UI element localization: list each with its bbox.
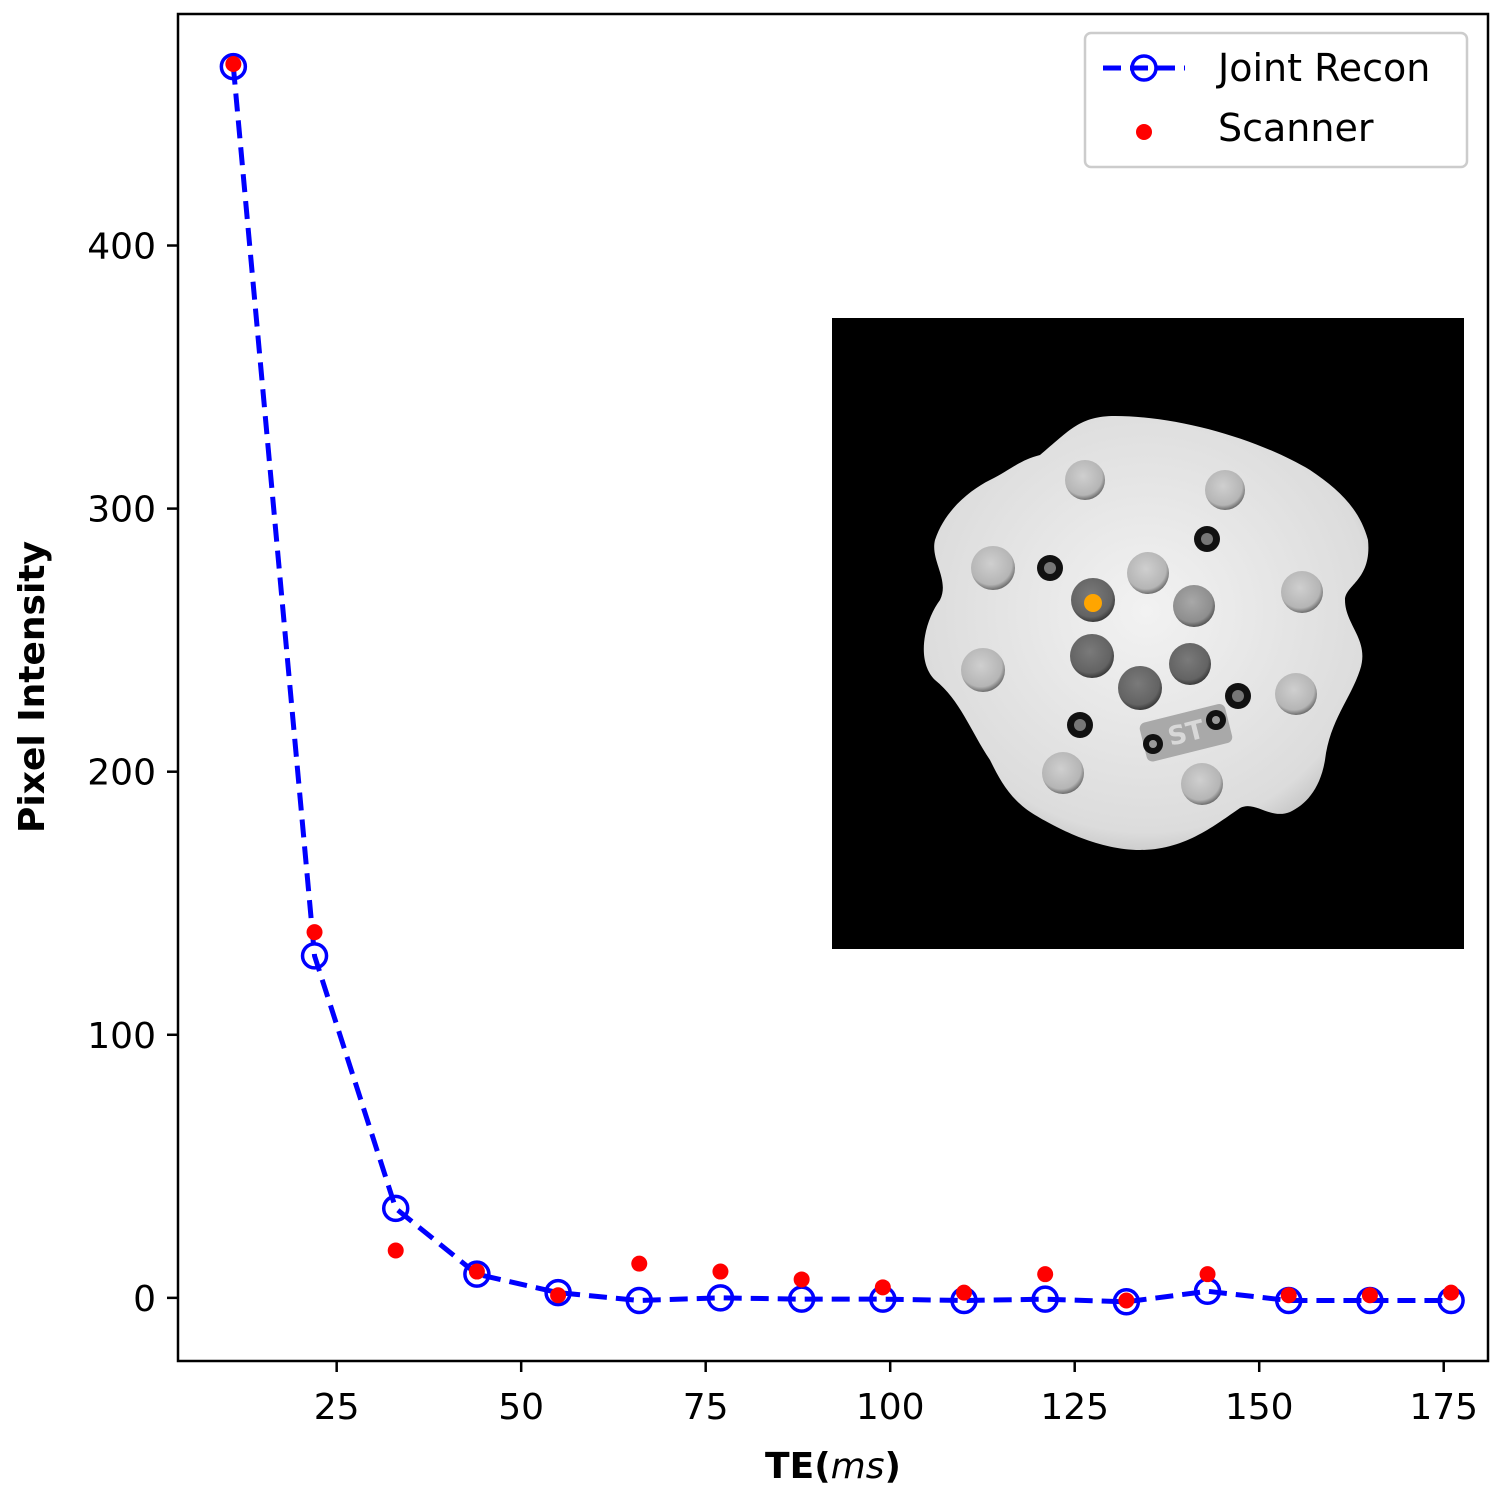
x-tick-label: 125 xyxy=(1040,1387,1109,1428)
y-tick-label: 300 xyxy=(87,490,156,531)
scanner-point xyxy=(1199,1266,1216,1283)
phantom-mri-slice-icon: ST xyxy=(832,318,1464,949)
scanner-point xyxy=(1361,1287,1378,1304)
joint-recon-point xyxy=(300,942,329,970)
plot-frame xyxy=(176,12,1490,1363)
scanner-point xyxy=(550,1287,567,1304)
joint-recon-point xyxy=(1031,1285,1059,1313)
scanner-point xyxy=(1118,1292,1135,1309)
scanner-point xyxy=(793,1271,810,1288)
joint-recon-point xyxy=(544,1278,572,1307)
scanner-point xyxy=(306,924,323,941)
scanner-point xyxy=(1037,1266,1054,1283)
legend-label-joint-recon: Joint Recon xyxy=(1216,46,1430,90)
legend: Joint Recon Scanner xyxy=(1083,31,1469,169)
y-tick-label: 400 xyxy=(87,227,156,268)
y-tick-label: 100 xyxy=(87,1016,156,1057)
scanner-point xyxy=(712,1263,729,1280)
y-axis-label: Pixel Intensity xyxy=(12,541,53,833)
scanner-point xyxy=(1280,1287,1297,1304)
x-axis-label-main: TE( xyxy=(765,1446,831,1487)
x-axis: 25 50 75 100 125 150 175 xyxy=(314,1361,1478,1428)
x-tick-label: 100 xyxy=(856,1387,925,1428)
scanner-point xyxy=(874,1279,891,1296)
x-axis-label-close: ) xyxy=(884,1446,900,1487)
scanner-point xyxy=(225,55,242,72)
series-scanner xyxy=(225,55,1460,1309)
x-tick-label: 150 xyxy=(1225,1387,1294,1428)
y-tick-label: 0 xyxy=(133,1279,156,1320)
legend-marker-scanner xyxy=(1136,124,1152,140)
scanner-point xyxy=(956,1284,972,1301)
joint-recon-point xyxy=(706,1284,735,1312)
joint-recon-point xyxy=(219,52,248,81)
legend-label-scanner: Scanner xyxy=(1218,106,1374,150)
scanner-point xyxy=(387,1242,404,1259)
joint-recon-point xyxy=(1112,1288,1141,1316)
y-tick-label: 200 xyxy=(87,753,156,794)
y-axis: 0 100 200 300 400 xyxy=(87,227,178,1320)
x-axis-label: TE(ms) xyxy=(765,1446,901,1487)
x-tick-label: 75 xyxy=(683,1387,729,1428)
x-tick-label: 50 xyxy=(498,1387,544,1428)
joint-recon-point xyxy=(625,1286,654,1315)
scanner-point xyxy=(631,1255,648,1272)
x-tick-label: 25 xyxy=(314,1387,360,1428)
scanner-point xyxy=(468,1263,485,1280)
highlight-dot xyxy=(1084,594,1102,612)
joint-recon-line xyxy=(230,66,1452,1305)
x-tick-label: 175 xyxy=(1409,1387,1478,1428)
joint-recon-point xyxy=(381,1194,410,1223)
legend-item-scanner: Scanner xyxy=(1136,106,1374,150)
joint-recon-point xyxy=(463,1260,491,1288)
x-axis-label-unit: ms xyxy=(831,1446,885,1487)
scanner-point xyxy=(1443,1284,1460,1301)
legend-marker-joint-recon xyxy=(1130,54,1158,82)
legend-item-joint-recon: Joint Recon xyxy=(1103,46,1430,90)
